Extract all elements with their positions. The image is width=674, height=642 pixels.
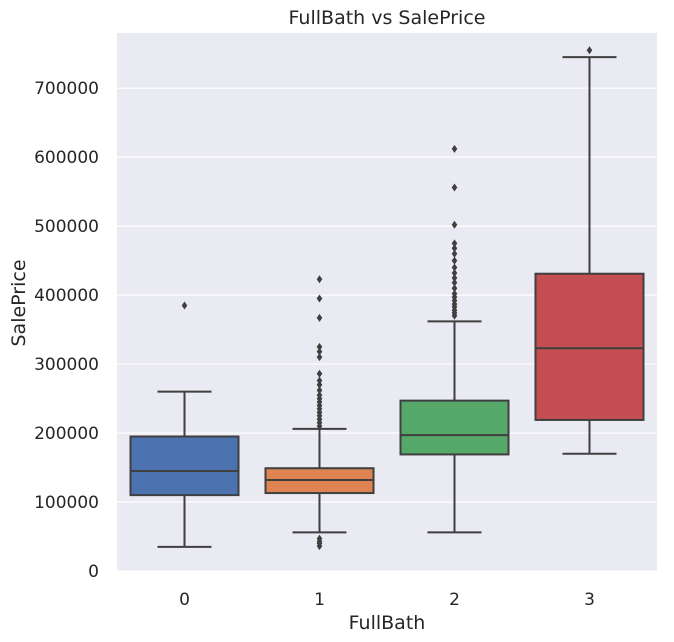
grid-lines <box>117 87 657 572</box>
outlier-point <box>451 244 458 253</box>
outlier-point <box>316 275 323 284</box>
box-iqr <box>534 272 645 421</box>
x-tick-label: 1 <box>314 590 325 610</box>
outlier-point <box>181 301 188 310</box>
x-axis-label: FullBath <box>349 612 426 634</box>
outlier-point <box>316 313 323 322</box>
chart-title: FullBath vs SalePrice <box>289 7 486 29</box>
outlier-point <box>451 220 458 229</box>
y-tick-label: 0 <box>88 562 99 582</box>
outlier-point <box>316 534 323 543</box>
box-plots <box>129 46 645 551</box>
box-3 <box>534 46 645 455</box>
x-tick-label: 0 <box>179 590 190 610</box>
outlier-point <box>316 391 323 400</box>
outlier-point <box>316 347 323 356</box>
outlier-point <box>451 278 458 287</box>
outlier-point <box>586 46 593 55</box>
outlier-point <box>451 249 458 258</box>
y-tick-label: 500000 <box>34 217 99 237</box>
outlier-point <box>451 144 458 153</box>
outlier-point <box>316 353 323 362</box>
y-axis-label: SalePrice <box>8 259 30 346</box>
outlier-point <box>451 289 458 298</box>
x-tick-label: 3 <box>584 590 595 610</box>
y-tick-label: 400000 <box>34 286 99 306</box>
y-tick-label: 300000 <box>34 355 99 375</box>
box-iqr <box>129 435 240 497</box>
outlier-point <box>451 269 458 278</box>
y-tick-label: 100000 <box>34 493 99 513</box>
outlier-point <box>316 380 323 389</box>
outlier-point <box>316 342 323 351</box>
outlier-point <box>451 256 458 265</box>
box-iqr <box>399 399 510 456</box>
outlier-point <box>451 183 458 192</box>
y-tick-label: 700000 <box>34 79 99 99</box>
outlier-point <box>451 273 458 282</box>
outlier-point <box>316 376 323 385</box>
x-tick-label: 2 <box>449 590 460 610</box>
outlier-point <box>316 294 323 303</box>
outlier-point <box>316 386 323 395</box>
outlier-point <box>451 239 458 248</box>
outlier-point <box>451 263 458 272</box>
box-0 <box>129 301 240 548</box>
y-axis-ticks: 0 100000 200000 300000 400000 500000 600000 700… <box>34 79 99 582</box>
outlier-point <box>316 369 323 378</box>
y-tick-label: 200000 <box>34 424 99 444</box>
outlier-point <box>451 284 458 293</box>
box-2 <box>399 144 510 534</box>
box-1 <box>264 275 375 551</box>
x-axis-ticks: 0 1 2 3 <box>179 590 595 610</box>
y-tick-label: 600000 <box>34 148 99 168</box>
